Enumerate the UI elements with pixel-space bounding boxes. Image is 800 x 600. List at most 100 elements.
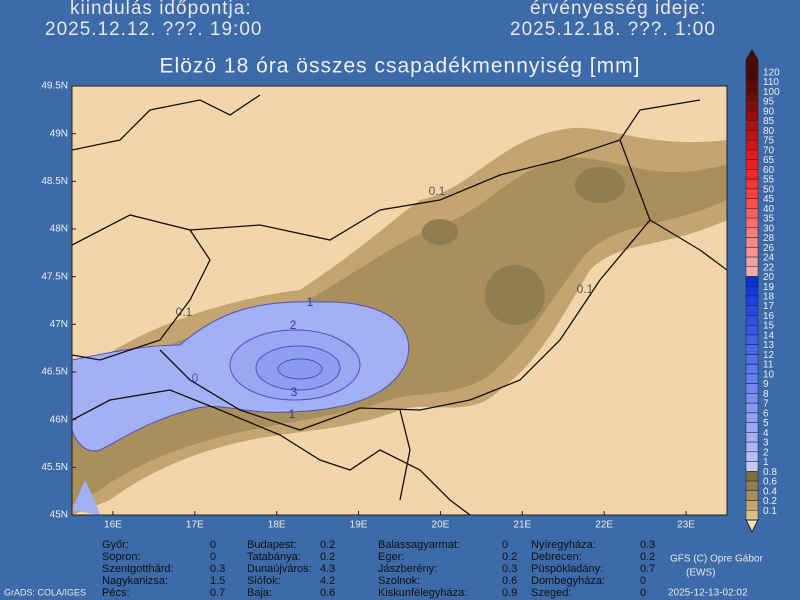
contour-label: 0.1	[176, 305, 193, 319]
colorbar-label: 28	[763, 233, 775, 244]
station-value: 0.6	[320, 587, 335, 599]
station-value: 0.3	[210, 563, 225, 575]
colorbar-swatch	[745, 81, 759, 92]
lon-label: 17E	[186, 520, 204, 531]
colorbar-swatch	[745, 461, 759, 472]
station-value: 1.5	[210, 575, 225, 587]
colorbar-swatch	[745, 149, 759, 160]
colorbar-swatch	[745, 188, 759, 199]
colorbar-label: 50	[763, 184, 775, 195]
colorbar-label: 0.8	[763, 467, 777, 478]
colorbar-label: 0.6	[763, 477, 777, 488]
colorbar-label: 75	[763, 136, 775, 147]
station-name: Szolnok:	[378, 575, 420, 587]
colorbar-swatch	[745, 422, 759, 433]
border	[159, 139, 651, 431]
colorbar-label: 65	[763, 155, 775, 166]
station-value: 0.7	[210, 587, 225, 599]
colorbar-label: 120	[763, 68, 780, 79]
border	[72, 214, 211, 361]
colorbar-swatch	[745, 178, 759, 190]
colorbar-swatch	[745, 227, 759, 238]
lon-label: 23E	[677, 520, 695, 531]
colorbar-label: 17	[763, 301, 775, 312]
colorbar-label: 16	[763, 311, 775, 322]
valid-time: 2025.12.18. ???. 1:00	[510, 19, 716, 40]
lat-label: 49N	[50, 128, 68, 139]
station-value: 0.9	[502, 587, 517, 599]
precip-core	[485, 265, 545, 325]
colorbar-swatch	[745, 256, 759, 268]
colorbar-label: 95	[763, 97, 775, 108]
title: Elözö 18 óra összes csapadékmennyiség [m…	[160, 55, 641, 78]
station-name: Nyíregyháza:	[531, 539, 596, 551]
colorbar-label: 11	[763, 360, 774, 371]
colorbar-swatch	[745, 100, 759, 112]
station-name: Dombegyháza:	[531, 575, 605, 587]
colorbar-swatch	[745, 120, 759, 131]
contour-label: 1	[307, 295, 314, 309]
colorbar-swatch	[745, 324, 759, 336]
colorbar-swatch	[745, 315, 759, 326]
station-name: Baja:	[247, 587, 272, 599]
colorbar-swatch	[745, 334, 759, 345]
contour-label: 1	[289, 407, 296, 421]
colorbar-swatch	[745, 451, 759, 462]
colorbar-swatch	[745, 159, 759, 170]
colorbar-swatch	[745, 198, 759, 209]
lon-label: 18E	[268, 520, 286, 531]
colorbar-label: 0.2	[763, 496, 777, 507]
colorbar-label: 12	[763, 350, 775, 361]
border	[189, 99, 701, 241]
station-name: Szentgotthárd:	[102, 563, 174, 575]
start-label: kiindulás időpontja:	[70, 0, 252, 19]
colorbar-swatch	[745, 354, 759, 365]
station-name: Szeged:	[531, 587, 571, 599]
station-value: 0.3	[502, 563, 517, 575]
valid-label: érvényesség ideje:	[530, 0, 706, 19]
station-table: Győr: 0 Sopron: 0 Szentgotthárd: 0.3 Nagykaniz…	[102, 539, 655, 599]
colorbar-label: 100	[763, 87, 780, 98]
colorbar-label: 15	[763, 321, 775, 332]
colorbar-top	[745, 49, 759, 73]
lat-label: 47N	[50, 319, 68, 330]
colorbar-label: 85	[763, 116, 775, 127]
station-value: 0.2	[502, 551, 517, 563]
colorbar-label: 110	[763, 77, 779, 88]
colorbar-swatch	[745, 471, 759, 482]
lon-label: 20E	[432, 520, 450, 531]
station-value: 0	[640, 587, 646, 599]
colorbar-swatch	[745, 247, 759, 258]
colorbar-swatch	[745, 412, 759, 423]
colorbar-swatch	[745, 217, 759, 229]
contour-label: 3	[291, 385, 298, 399]
colorbar-swatch	[745, 237, 759, 248]
contour-label: 0.1	[577, 282, 594, 296]
colorbar-label: 30	[763, 223, 775, 234]
station-value: 0.3	[640, 539, 655, 551]
colorbar-swatch	[745, 480, 759, 492]
colorbar-label: 45	[763, 194, 775, 205]
colorbar-label: 3	[763, 438, 769, 449]
colorbar-swatch	[745, 286, 759, 297]
colorbar-label: 8	[763, 389, 769, 400]
lat-label: 48N	[50, 224, 68, 235]
station-value: 0	[502, 539, 508, 551]
station-name: Tatabánya:	[247, 551, 301, 563]
axes: 49.5N 49N 48.5N 48N 47.5N 47N 46.5N 46N 45.5N 45N…	[41, 81, 695, 531]
lat-label: 45N	[50, 510, 68, 521]
colorbar-swatch	[745, 373, 759, 384]
colorbar-swatch	[745, 110, 759, 121]
colorbar-swatch	[745, 276, 759, 287]
colorbar-label: 10	[763, 369, 775, 380]
station-value: 0.2	[640, 551, 655, 563]
colorbar-swatch	[745, 305, 759, 316]
lon-label: 22E	[595, 520, 613, 531]
station-value: 0	[640, 575, 646, 587]
station-value: 0	[210, 539, 216, 551]
station-value: 4.3	[320, 563, 335, 575]
colorbar-swatch	[745, 510, 759, 521]
grads-credit: GrADS: COLA/IGES	[4, 587, 86, 597]
colorbar-label: 26	[763, 243, 775, 254]
